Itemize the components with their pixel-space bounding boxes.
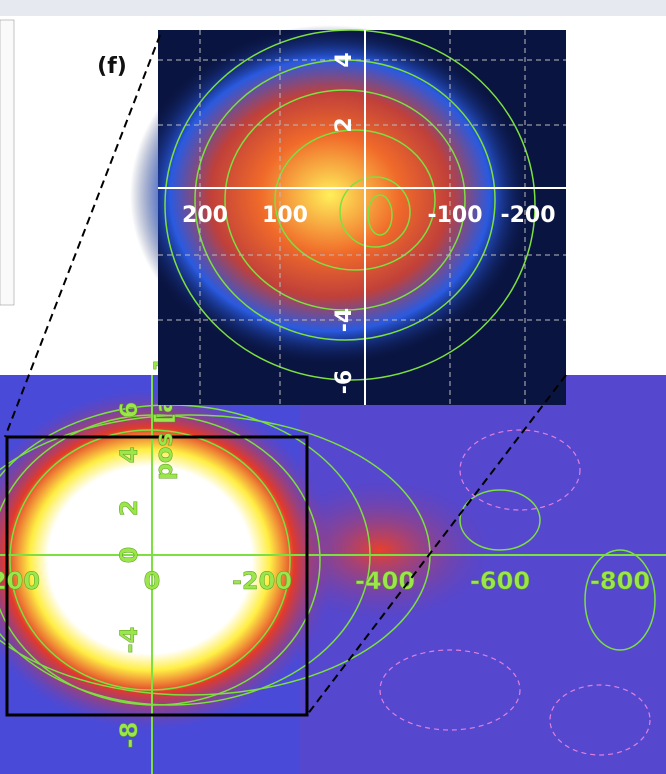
- y-tick-label: 2: [332, 117, 357, 132]
- y-tick-label: 0: [115, 547, 143, 564]
- y-tick-label: 2: [115, 500, 143, 517]
- x-tick-label: -800: [590, 567, 650, 595]
- x-tick-label: -400: [355, 567, 415, 595]
- x-tick-label: -100: [427, 203, 482, 228]
- y-tick-label: 4: [115, 447, 143, 464]
- inset-panel: 200 100 -100 -200 4 2 -4 -6: [130, 25, 566, 405]
- left-fragment: [0, 20, 14, 305]
- figure: 2000-200-400-600-8006420-4-8 pos [arc] 2…: [0, 0, 666, 774]
- y-tick-label: 6: [115, 402, 143, 419]
- top-strip: [0, 0, 666, 16]
- x-tick-label: -600: [470, 567, 530, 595]
- page: {"panel_label": "(f)", "inset": {"x_tick…: [0, 0, 666, 774]
- y-tick-label: -8: [115, 722, 143, 749]
- panel-label: (f): [97, 54, 127, 79]
- y-tick-label: -4: [332, 308, 357, 332]
- x-tick-label: 200: [0, 567, 40, 595]
- x-tick-label: 100: [262, 203, 308, 228]
- x-tick-label: 200: [182, 203, 228, 228]
- y-tick-label: -6: [332, 370, 357, 394]
- x-tick-label: -200: [232, 567, 292, 595]
- x-tick-label: 0: [144, 567, 161, 595]
- y-tick-label: 4: [332, 52, 357, 67]
- y-tick-label: -4: [115, 627, 143, 654]
- x-tick-label: -200: [500, 203, 555, 228]
